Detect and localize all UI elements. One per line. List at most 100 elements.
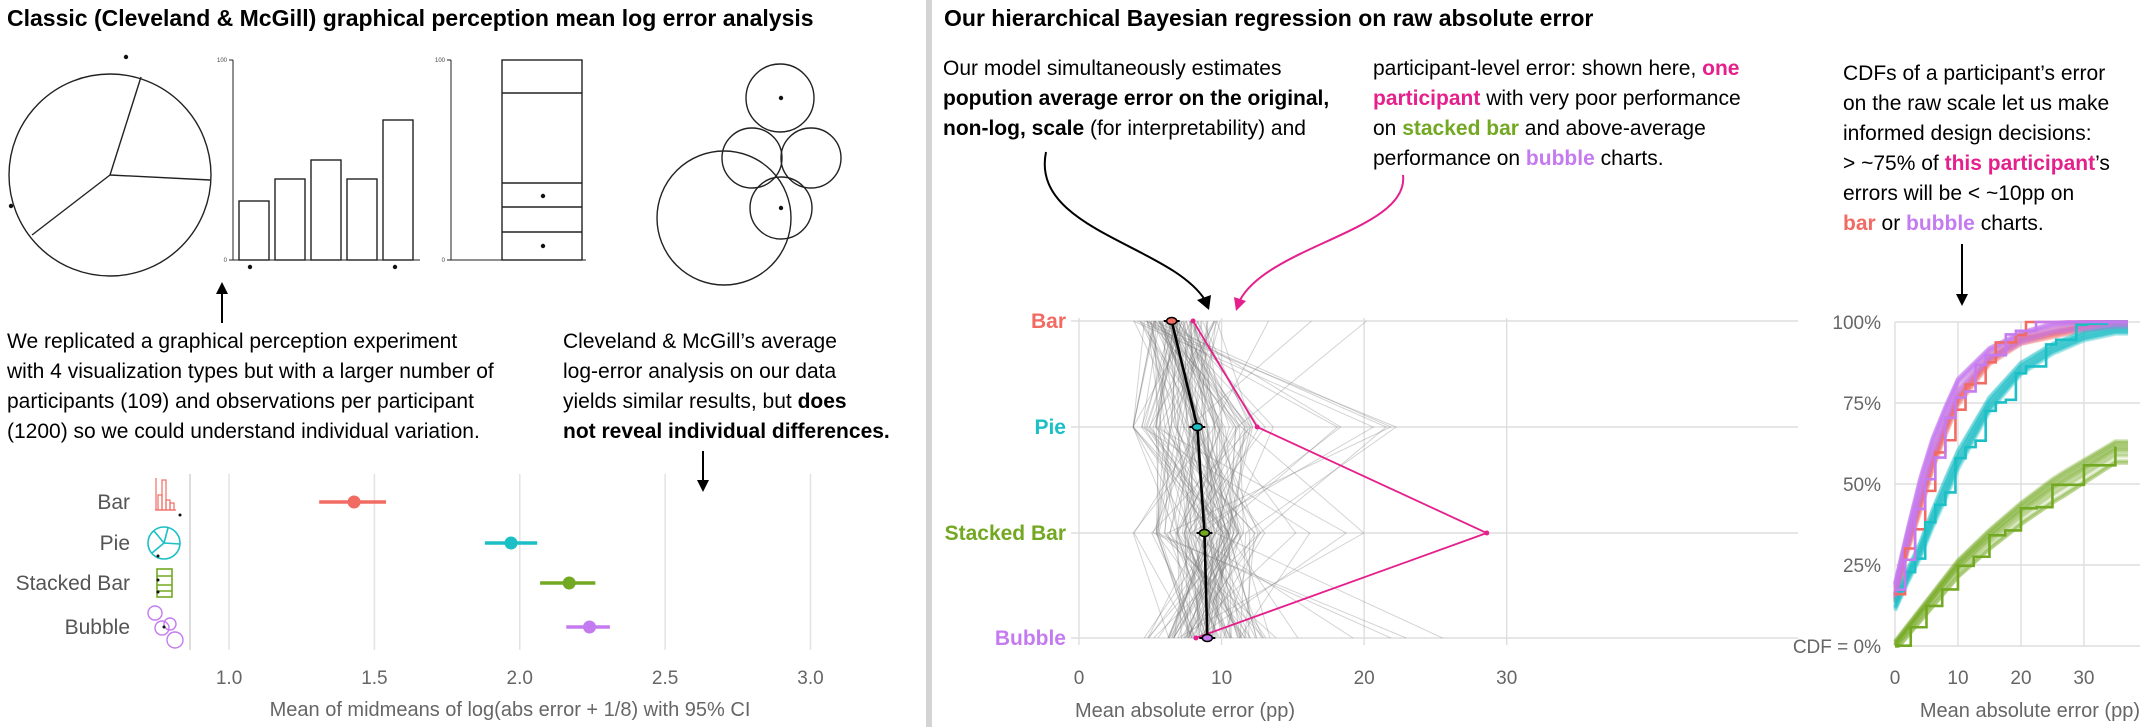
mini-icon-marker bbox=[178, 513, 182, 517]
population-mean-line bbox=[1170, 320, 1209, 639]
cdf-posterior-draw bbox=[1893, 320, 2128, 596]
participant-line bbox=[1147, 320, 1265, 639]
bubble-stimulus bbox=[656, 63, 842, 286]
cdf-posterior-draw bbox=[1893, 329, 2128, 610]
bar-mini-icon-bar bbox=[165, 499, 171, 511]
participant-line bbox=[1146, 320, 1230, 639]
participant-cdf-plot: CDF = 0% 25% 50% 75% 100% 0 10 20 30 Mean absolut… bbox=[1793, 313, 2140, 722]
right-title: Our hierarchical Bayesian regression on … bbox=[944, 5, 1593, 31]
participant-line bbox=[1168, 320, 1251, 639]
cdf-posterior-draw bbox=[1895, 458, 2128, 648]
bubble-mini-icon-circle bbox=[163, 617, 177, 631]
cdf-posterior-draw bbox=[1893, 321, 2128, 597]
paragraph-segment: stacked bar bbox=[1402, 117, 1519, 140]
bar-stim-tick-0: 0 bbox=[224, 258, 228, 264]
cdf-posterior-draw bbox=[1893, 321, 2128, 598]
paragraph-segment: on the raw scale let us make bbox=[1843, 92, 2109, 115]
cdf-x-tick-label: 0 bbox=[1890, 668, 1901, 689]
paragraph-segment: charts. bbox=[1595, 147, 1664, 170]
participant-line bbox=[1159, 320, 1218, 639]
paragraph-segment: yields similar results, but bbox=[563, 390, 798, 413]
participant-line bbox=[1149, 320, 1271, 639]
participant-line bbox=[1158, 320, 1264, 639]
participant-line bbox=[1167, 320, 1219, 639]
dotplot-x-tick-label: 1.0 bbox=[216, 668, 242, 689]
participant-line bbox=[1158, 320, 1246, 639]
participant-line bbox=[1170, 320, 1242, 639]
paragraph-line: We replicated a graphical perception exp… bbox=[7, 330, 457, 353]
participant-line bbox=[1161, 320, 1266, 639]
panel-divider bbox=[926, 0, 932, 727]
participant-line bbox=[1176, 320, 1367, 639]
lines-x-tick-label: 0 bbox=[1074, 668, 1085, 689]
cdf-posterior-draw bbox=[1893, 322, 2128, 599]
paragraph-segment: participant bbox=[1373, 87, 1480, 110]
stacked-stim-tick-0: 0 bbox=[442, 258, 446, 264]
participant-line bbox=[1132, 320, 1213, 639]
participant-line bbox=[1209, 320, 1270, 639]
mini-icon-marker bbox=[156, 554, 160, 558]
participant-line bbox=[1164, 320, 1215, 639]
participant-line bbox=[1191, 320, 1239, 639]
left-title: Classic (Cleveland & McGill) graphical p… bbox=[7, 5, 814, 31]
participant-line bbox=[1193, 320, 1259, 639]
cdf-posterior-draw bbox=[1893, 329, 2128, 609]
dotplot-point bbox=[562, 576, 576, 590]
log-error-dotplot: 1.0 1.5 2.0 2.5 3.0 Mean of midmeans of log(a… bbox=[16, 474, 824, 721]
cdf-posterior-draw bbox=[1893, 440, 2128, 644]
population-mean-point bbox=[1198, 528, 1211, 538]
participant-line bbox=[1171, 320, 1249, 639]
bar-mini-icon-bar bbox=[161, 479, 167, 511]
cdf-posterior-draw bbox=[1893, 322, 2128, 598]
cdf-posterior-draw bbox=[1893, 326, 2128, 605]
lines-category-label: Pie bbox=[1034, 416, 1066, 439]
category-icons bbox=[147, 478, 184, 649]
arrow-to-stimuli bbox=[216, 282, 228, 323]
participant-line bbox=[1184, 320, 1221, 639]
stacked-bar-stimulus: 100 0 bbox=[435, 58, 586, 264]
highlighted-participant-line bbox=[1192, 320, 1490, 639]
paragraph-segment: ’s bbox=[2095, 152, 2110, 175]
participant-line bbox=[1143, 320, 1222, 639]
participant-line bbox=[1151, 320, 1204, 639]
participant-line bbox=[1155, 320, 1195, 639]
participant-line bbox=[1167, 320, 1216, 639]
pie-mini-icon bbox=[147, 526, 181, 560]
bubble-mini-icon-circle bbox=[166, 631, 184, 649]
bar-mini-icon-bar bbox=[157, 494, 163, 511]
paragraph-segment: popution average error on the original, bbox=[943, 87, 1329, 110]
participant-line bbox=[1156, 320, 1392, 639]
background-participant-lines bbox=[1132, 320, 1443, 639]
participant-line bbox=[1132, 320, 1375, 639]
lines-category-label: Stacked Bar bbox=[945, 522, 1066, 545]
cdf-posterior-draw bbox=[1893, 444, 2128, 646]
dotplot-x-tick-label: 1.5 bbox=[361, 668, 387, 689]
participant-line bbox=[1150, 320, 1193, 639]
stacked-stim-tick-100: 100 bbox=[435, 58, 446, 64]
cdf-posterior-draw bbox=[1893, 325, 2128, 604]
participant-line bbox=[1205, 320, 1235, 639]
paragraph-segment: or bbox=[1876, 212, 1906, 235]
participant-line bbox=[1132, 320, 1192, 639]
participant-line bbox=[1157, 320, 1237, 639]
cdf-posterior-draw bbox=[1893, 322, 2128, 596]
participant-line bbox=[1158, 320, 1246, 639]
participant-line bbox=[1173, 320, 1245, 639]
cdf-y-tick-label: 100% bbox=[1832, 313, 1881, 334]
cdf-posterior-draw bbox=[1893, 452, 2128, 648]
participant-line bbox=[1159, 320, 1241, 639]
paragraph-segment: errors will be < ~10pp on bbox=[1843, 182, 2074, 205]
participant-line bbox=[1152, 320, 1219, 639]
participant-line bbox=[1173, 320, 1241, 639]
participant-line bbox=[1139, 320, 1210, 639]
participant-line bbox=[1154, 320, 1256, 639]
lines-x-tick-label: 10 bbox=[1211, 668, 1232, 689]
cdf-x-axis-label: Mean absolute error (pp) bbox=[1920, 700, 2140, 722]
arrow-to-dotplot bbox=[697, 451, 709, 492]
highlighted-participant-point bbox=[1254, 424, 1260, 430]
paragraph-segment: (for interpretability) and bbox=[1084, 117, 1306, 140]
paragraph-segment: bubble bbox=[1526, 147, 1595, 170]
cdf-empirical-step-2 bbox=[1895, 446, 2117, 647]
cdf-posterior-draw bbox=[1893, 444, 2128, 645]
cdf-y-tick-label: 75% bbox=[1843, 394, 1881, 415]
